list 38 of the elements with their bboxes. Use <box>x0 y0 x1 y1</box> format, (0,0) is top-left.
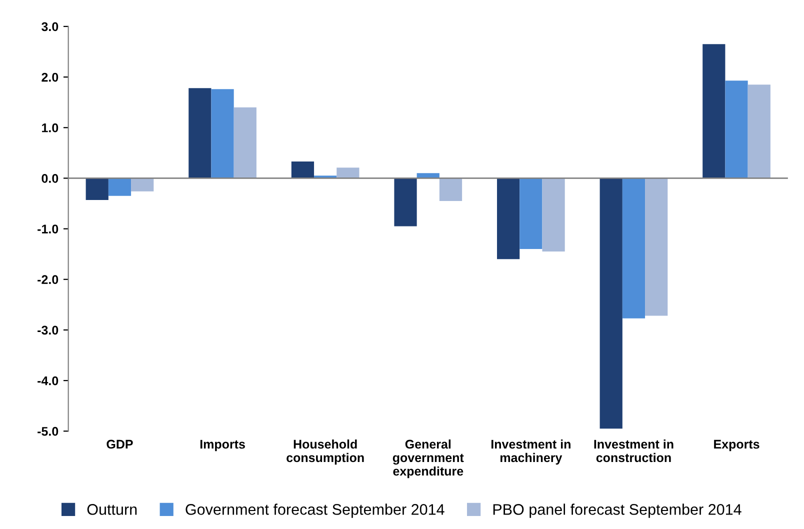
bar <box>188 88 212 178</box>
x-tick-label: Investment in construction <box>594 439 674 462</box>
bar <box>748 84 770 178</box>
bar <box>336 168 360 178</box>
x-tick-label: Investment in machinery <box>491 439 570 465</box>
y-tick-label: -3.0 <box>38 326 58 335</box>
legend-label: Outturn <box>87 504 137 515</box>
x-tick-label: General government expenditure <box>392 439 464 478</box>
bar <box>542 178 565 252</box>
bar <box>108 178 132 196</box>
y-tick-label: -1.0 <box>38 224 58 234</box>
bar <box>131 178 154 192</box>
y-tick-label: 0.0 <box>42 174 58 183</box>
bar <box>394 178 417 226</box>
x-tick-label: Exports <box>714 440 760 452</box>
y-tick-label: 2.0 <box>42 72 58 82</box>
bar <box>234 107 256 178</box>
bar <box>600 178 622 429</box>
bar <box>439 178 462 201</box>
y-tick-label: -4.0 <box>38 376 58 386</box>
x-tick-label: Imports <box>200 440 245 452</box>
x-tick-label: Household consumption <box>286 439 364 465</box>
y-tick-label: 1.0 <box>42 123 58 132</box>
bar <box>725 80 748 178</box>
bar <box>645 178 668 316</box>
bar <box>86 178 108 200</box>
bar <box>211 89 234 178</box>
y-tick-label: -5.0 <box>38 426 58 436</box>
legend-label: PBO panel forecast September 2014 <box>493 504 742 518</box>
bar <box>291 162 314 178</box>
x-tick-label: GDP <box>106 440 133 449</box>
y-tick-label: -2.0 <box>38 275 58 284</box>
y-tick-label: 3.0 <box>42 22 58 32</box>
bar <box>497 178 520 260</box>
bar <box>622 178 646 318</box>
bar <box>520 178 542 250</box>
legend-label: Government forecast September 2014 <box>186 504 444 518</box>
bar <box>702 44 726 178</box>
